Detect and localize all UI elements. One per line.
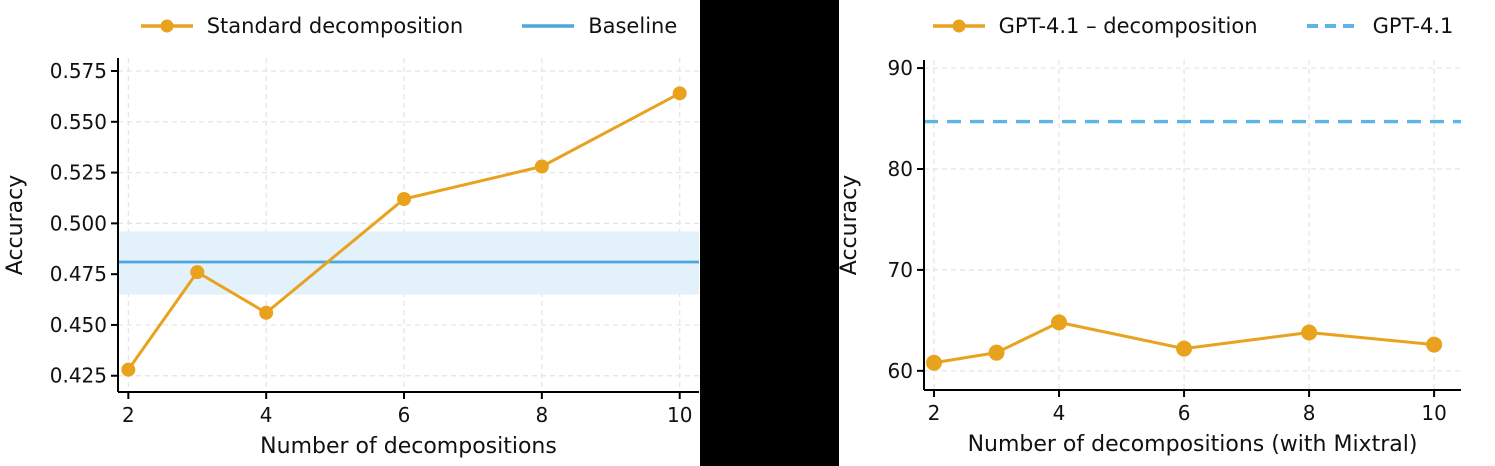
axis-label-group: Number of decompositions (with Mixtral) A… (839, 175, 1417, 457)
axes-group (117, 58, 699, 393)
series-marker (1426, 336, 1443, 353)
left-chart-panel: Standard decomposition Baseline 2 4 6 8 10 0.… (0, 0, 700, 466)
y-tick-label: 90 (888, 56, 913, 80)
series-marker (190, 265, 205, 280)
left-accuracy-line-chart: 2 4 6 8 10 0.425 0.450 0.475 0.500 0.525 0.550 0.57… (3, 58, 699, 459)
x-tick-label: 2 (928, 401, 941, 425)
right-accuracy-line-chart: 2 4 6 8 10 60 70 80 90 Number of decompositions (… (839, 56, 1461, 457)
series-marker (1051, 314, 1068, 331)
series-line (933, 320, 1435, 365)
series-marker (1301, 324, 1318, 341)
axes-group (923, 60, 1461, 391)
y-tick-label: 0.550 (50, 110, 107, 134)
grid-group (924, 60, 1461, 390)
y-tick-label: 80 (888, 157, 913, 181)
grid-group (118, 58, 699, 392)
legend-item-gpt41-decomposition: GPT-4.1 – decomposition (932, 13, 1258, 38)
x-axis-label: Number of decompositions (with Mixtral) (968, 432, 1418, 457)
right-chart-legend: GPT-4.1 – decomposition GPT-4.1 (924, 9, 1461, 43)
series-marker (988, 344, 1005, 361)
y-tick-label: 0.475 (50, 262, 107, 286)
x-tick-label: 6 (398, 403, 411, 427)
y-axis-label: Accuracy (839, 175, 862, 275)
blue-line-swatch-icon (522, 24, 575, 28)
swatch-marker (160, 19, 174, 33)
y-tick-label: 60 (888, 359, 913, 383)
series-marker (672, 86, 687, 101)
series-group (121, 86, 687, 377)
x-tick-label: 2 (122, 403, 135, 427)
y-tick-label: 0.500 (50, 211, 107, 235)
swatch-marker (952, 19, 966, 33)
x-tick-label: 4 (260, 403, 273, 427)
orange-line-marker-swatch-icon (932, 19, 985, 33)
baseline-group (118, 231, 699, 295)
y-tick-label: 0.450 (50, 313, 107, 337)
x-tick-label: 4 (1053, 401, 1066, 425)
legend-item-baseline: Baseline (521, 13, 678, 38)
series-group (926, 314, 1443, 371)
series-marker (121, 362, 136, 377)
left-chart-legend: Standard decomposition Baseline (118, 9, 699, 43)
series-marker (397, 191, 412, 206)
blue-dashed-line-swatch-icon (1306, 24, 1359, 28)
y-tick-label: 70 (888, 258, 913, 282)
x-tick-label: 8 (535, 403, 548, 427)
x-tick-label: 6 (1178, 401, 1191, 425)
black-divider-gap (700, 0, 839, 466)
tick-group: 2 4 6 8 10 0.425 0.450 0.475 0.500 0.525 0.550 0.57… (50, 59, 693, 427)
legend-label-gpt41-decomposition: GPT-4.1 – decomposition (998, 13, 1258, 38)
series-marker (926, 354, 943, 371)
series-marker (534, 159, 549, 174)
legend-label-standard-decomposition: Standard decomposition (206, 13, 464, 38)
y-tick-label: 0.525 (50, 161, 107, 185)
legend-label-baseline: Baseline (588, 13, 678, 38)
axis-label-group: Number of decompositions Accuracy (3, 175, 557, 459)
y-axis-label: Accuracy (3, 175, 28, 275)
orange-line-marker-swatch-icon (140, 19, 193, 33)
x-tick-label: 8 (1303, 401, 1316, 425)
series-marker (259, 305, 274, 320)
legend-label-gpt41: GPT-4.1 (1372, 13, 1454, 38)
legend-item-standard-decomposition: Standard decomposition (140, 13, 464, 38)
right-chart-panel: GPT-4.1 – decomposition GPT-4.1 2 4 6 8 10 60… (839, 0, 1495, 466)
series-line (127, 92, 681, 371)
y-tick-label: 0.425 (50, 364, 107, 388)
y-tick-label: 0.575 (50, 59, 107, 83)
tick-group: 2 4 6 8 10 60 70 80 90 (888, 56, 1447, 425)
legend-item-gpt41: GPT-4.1 (1306, 13, 1454, 38)
series-marker (1176, 340, 1193, 357)
x-axis-label: Number of decompositions (260, 434, 557, 459)
x-tick-label: 10 (1421, 401, 1446, 425)
x-tick-label: 10 (667, 403, 692, 427)
